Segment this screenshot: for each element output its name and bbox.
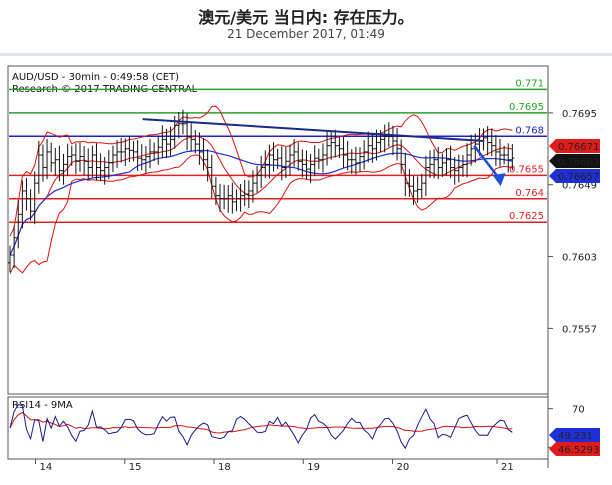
day-label-21: 21 — [501, 462, 514, 473]
price-tags: 0.76671 0.76663 0.76657 — [549, 139, 600, 183]
trendline-layer — [142, 118, 506, 187]
middle-band-line — [9, 135, 513, 256]
rsi-ma-line — [9, 411, 513, 434]
rsi-value-tag — [549, 428, 600, 442]
grid-layer — [35, 459, 498, 464]
rsi-value-label: 49.231 — [558, 431, 593, 442]
level-label: 0.768 — [515, 125, 544, 136]
level-label: 0.764 — [515, 188, 544, 199]
price-tick-label: 0.7603 — [562, 253, 597, 264]
level-label: 0.7655 — [509, 164, 544, 175]
bollinger-bands — [9, 105, 513, 274]
lower-band-line — [9, 154, 513, 274]
day-label-18: 18 — [218, 462, 231, 473]
rsi-value-tag — [549, 442, 600, 456]
header-divider — [0, 53, 612, 56]
instrument-label: AUD/USD - 30min - 0:49:58 (CET) — [12, 72, 179, 83]
day-label-15: 15 — [129, 462, 142, 473]
day-label-14: 14 — [40, 462, 53, 473]
level-lines: 0.771 0.7695 0.768 0.7655 0.764 0.7625 — [9, 78, 547, 223]
price-tick-label: 0.7649 — [562, 181, 597, 192]
price-bars — [8, 109, 515, 273]
level-label: 0.7695 — [509, 102, 544, 113]
rsi-title: RSI14 - 9MA — [12, 400, 73, 411]
level-label: 0.771 — [515, 78, 544, 89]
forecast-arrow-head — [492, 173, 506, 187]
resistance-trendline — [142, 118, 485, 142]
price-tag — [549, 169, 600, 183]
day-label-20: 20 — [397, 462, 410, 473]
level-label: 0.7625 — [509, 211, 544, 222]
main-panel-frame — [7, 65, 549, 395]
price-axis-ticks: 0.7695 0.7649 0.7603 0.7557 — [548, 109, 597, 335]
price-tag-label: 0.76657 — [558, 172, 599, 183]
rsi-line — [9, 404, 513, 450]
price-tag-label: 0.76671 — [558, 142, 599, 153]
price-tick-label: 0.7557 — [562, 324, 597, 335]
price-tag — [549, 154, 600, 168]
rsi-value-label: 46.5293 — [558, 445, 599, 456]
forecast-arrow-shaft — [473, 144, 501, 180]
price-tick-label: 0.7695 — [562, 109, 597, 120]
rsi-tick-label: 70 — [572, 405, 585, 416]
day-label-19: 19 — [307, 462, 320, 473]
time-axis-labels: 14 15 18 19 20 21 — [40, 462, 514, 473]
price-tag — [549, 139, 600, 153]
page-subtitle: 21 December 2017, 01:49 — [227, 27, 385, 41]
price-tag-label: 0.76663 — [558, 157, 599, 168]
page-title: 澳元/美元 当日内: 存在压力。 — [198, 8, 414, 27]
